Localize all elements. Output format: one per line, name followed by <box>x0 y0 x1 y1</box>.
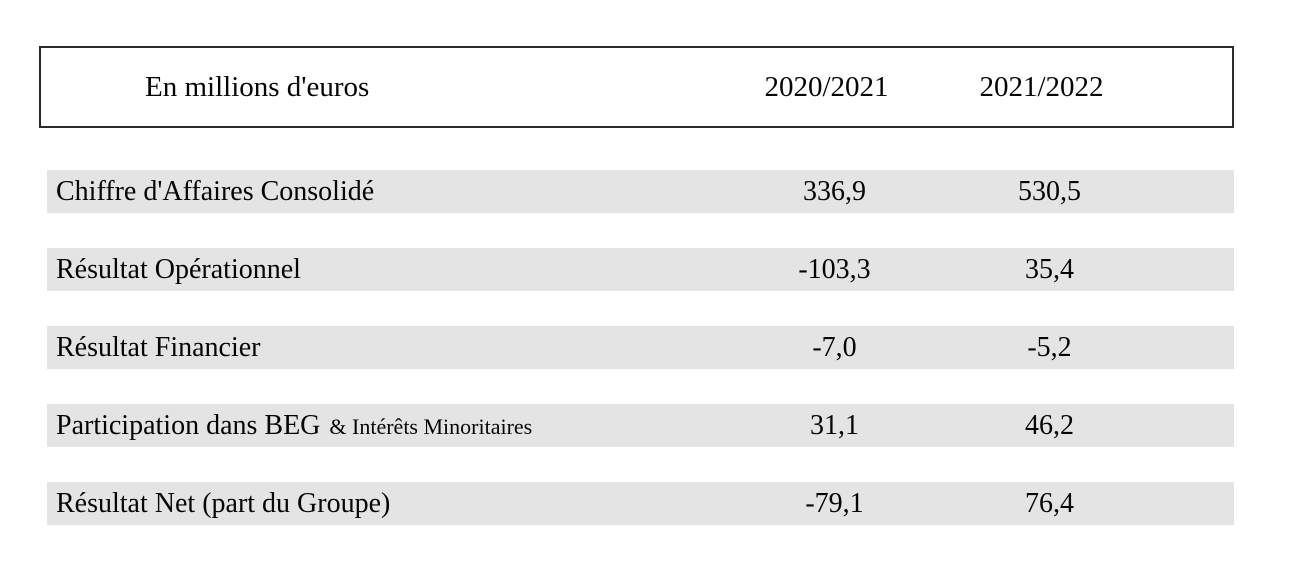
unit-label: En millions d'euros <box>145 70 370 103</box>
table-row: Chiffre d'Affaires Consolidé 336,9 530,5 <box>47 170 1234 213</box>
row-label: Chiffre d'Affaires Consolidé <box>47 176 727 208</box>
table-body: Chiffre d'Affaires Consolidé 336,9 530,5… <box>39 170 1234 525</box>
table-header-row: En millions d'euros 2020/2021 2021/2022 <box>39 46 1234 128</box>
row-label-text: Chiffre d'Affaires Consolidé <box>56 175 375 207</box>
row-label: Résultat Opérationnel <box>47 254 727 286</box>
row-value-2021-2022: -5,2 <box>1027 331 1072 363</box>
financial-table: En millions d'euros 2020/2021 2021/2022 … <box>39 46 1234 525</box>
column-header-2021-2022: 2021/2022 <box>979 70 1104 103</box>
row-value-2020-2021: -103,3 <box>798 253 871 285</box>
row-value-2020-2021: -7,0 <box>812 331 857 363</box>
row-label: Résultat Financier <box>47 332 727 364</box>
row-label-text: Résultat Opérationnel <box>56 253 301 285</box>
row-value-2021-2022: 35,4 <box>1025 253 1074 285</box>
row-label-text: Participation dans BEG <box>56 409 321 441</box>
row-label-text: Résultat Net (part du Groupe) <box>56 487 391 519</box>
table-row: Participation dans BEG & Intérêts Minorit… <box>47 404 1234 447</box>
row-value-2020-2021: -79,1 <box>805 487 864 519</box>
row-label: Participation dans BEG & Intérêts Minorit… <box>47 410 727 442</box>
table-row: Résultat Net (part du Groupe) -79,1 76,4 <box>47 482 1234 525</box>
row-label-suffix: & Intérêts Minoritaires <box>329 413 533 439</box>
column-header-2020-2021: 2020/2021 <box>764 70 889 103</box>
row-value-2021-2022: 76,4 <box>1025 487 1074 519</box>
row-value-2021-2022: 46,2 <box>1025 409 1074 441</box>
row-value-2021-2022: 530,5 <box>1018 175 1081 207</box>
row-value-2020-2021: 336,9 <box>803 175 866 207</box>
row-label: Résultat Net (part du Groupe) <box>47 488 727 520</box>
row-label-text: Résultat Financier <box>56 331 261 363</box>
table-row: Résultat Financier -7,0 -5,2 <box>47 326 1234 369</box>
row-value-2020-2021: 31,1 <box>810 409 859 441</box>
table-row: Résultat Opérationnel -103,3 35,4 <box>47 248 1234 291</box>
